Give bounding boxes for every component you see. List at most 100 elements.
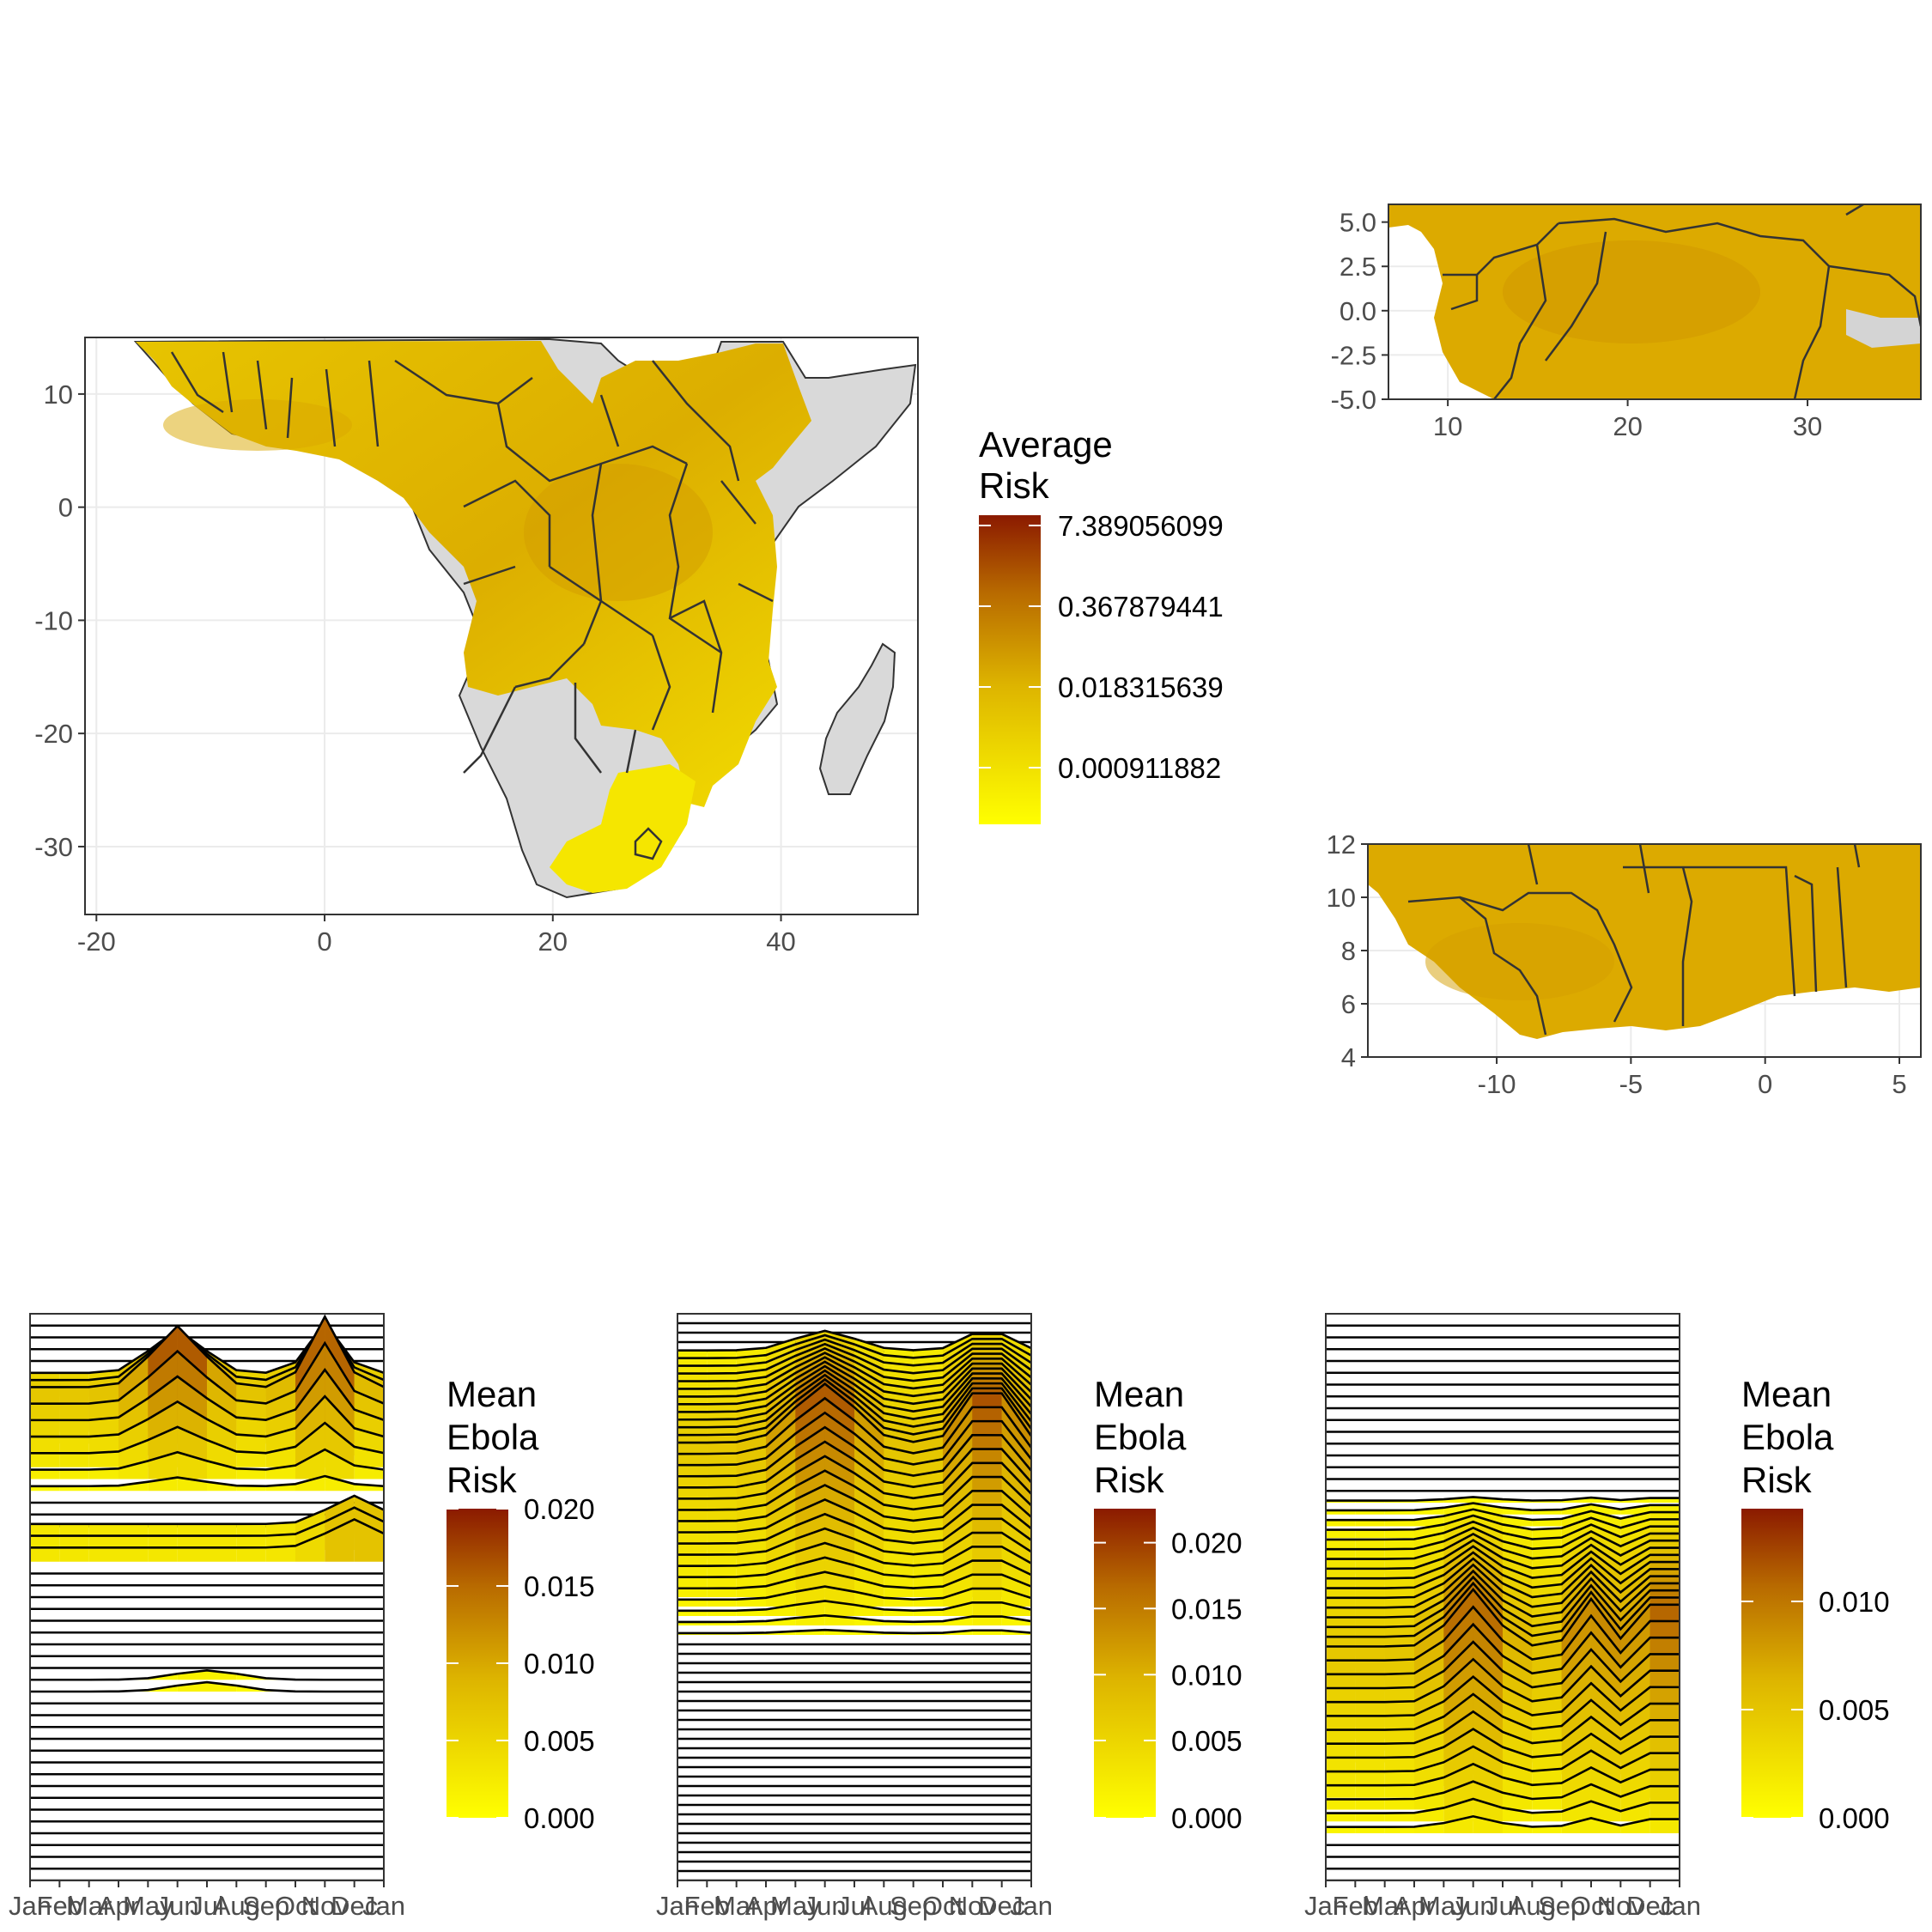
legend-tick-label: 0.367879441	[1058, 591, 1224, 623]
ridge-area-segment	[118, 1535, 149, 1550]
ridge-area-segment	[1355, 1799, 1385, 1810]
month-label: Jun	[1452, 1891, 1495, 1921]
month-label: May	[123, 1891, 173, 1921]
ridge-area-segment	[295, 1449, 325, 1479]
ridge-line	[1326, 1710, 1680, 1745]
legend-title-line-2: Risk	[979, 465, 1050, 506]
ridge-line	[677, 1440, 1031, 1489]
y-tick-label: -5.0	[1331, 385, 1376, 415]
west-africa-map-panel: -10 -5 0 5 12 10 8 6 4	[1327, 829, 1922, 1099]
ridge-area-segment	[736, 1574, 766, 1588]
country-borders	[170, 351, 774, 860]
legend-tick-label: 0.000911882	[1058, 752, 1221, 784]
ridge-area-segment	[1355, 1757, 1385, 1775]
month-label: Jun	[804, 1891, 847, 1921]
ridge-line	[677, 1628, 1031, 1635]
ridge-line	[1326, 1569, 1680, 1619]
legend-title-line: Mean	[1741, 1374, 1832, 1414]
ridge-area-segment	[1503, 1807, 1533, 1822]
month-label: Jul	[837, 1891, 872, 1921]
ridge-area-segment	[677, 1610, 708, 1616]
y-tick-label: 8	[1341, 936, 1356, 966]
ridge-line	[1326, 1551, 1680, 1589]
ridge-area-segment	[1326, 1813, 1356, 1822]
ridge-area-segment	[265, 1546, 295, 1562]
legend-tick-label: 0.000	[1819, 1802, 1890, 1834]
ridge-area-segment	[1384, 1539, 1414, 1550]
ridge-line	[30, 1518, 384, 1549]
x-tick-label: 0	[1758, 1069, 1772, 1099]
ridge-area-segment	[1384, 1799, 1414, 1810]
ridge-area-segment	[677, 1577, 708, 1588]
month-label: Mar	[714, 1891, 759, 1921]
legend-colorbar	[1741, 1509, 1803, 1818]
ridge-area-segment	[207, 1547, 237, 1562]
west-country-borders	[1407, 844, 1861, 1036]
y-tick-label: 4	[1341, 1042, 1356, 1072]
ridge-area-segment	[1414, 1792, 1444, 1810]
ridge-line	[1326, 1674, 1680, 1717]
ridge-area-segment	[88, 1434, 118, 1455]
ridge-line	[30, 1368, 384, 1422]
ridge-area-segment	[1326, 1757, 1356, 1775]
legend-tick-label: 0.005	[1819, 1694, 1890, 1726]
ridge-area-segment	[236, 1451, 266, 1467]
ridge-area-segment	[177, 1523, 207, 1539]
ridge-area-segment	[148, 1547, 178, 1562]
y-tick-label: 10	[1327, 883, 1356, 913]
ridge-line	[1326, 1780, 1680, 1801]
ridge-area-segment	[118, 1523, 149, 1539]
ridge-area-segment	[88, 1468, 118, 1479]
ridge-area-segment	[1355, 1771, 1385, 1786]
month-label: Jan	[1658, 1891, 1701, 1921]
ridge-line	[1326, 1557, 1680, 1600]
ridge-area-segment	[707, 1588, 737, 1597]
legend-tick-label: 0.000	[524, 1802, 595, 1834]
month-label: Feb	[1333, 1891, 1378, 1921]
madagascar	[818, 642, 896, 795]
month-label: Nov	[949, 1891, 997, 1921]
ridge-area-segment	[177, 1547, 207, 1562]
average-risk-legend: Average Risk 7.389056099 0.367879441 0.018…	[979, 424, 1224, 824]
ridge-area-segment	[30, 1485, 60, 1492]
x-tick-label: 20	[1613, 411, 1642, 441]
ridge-area-segment	[1649, 1802, 1680, 1822]
legend-title-line: Ebola	[1741, 1417, 1834, 1457]
ridge-line	[677, 1329, 1031, 1352]
ridge-area-segment	[707, 1610, 737, 1616]
ridge-line	[30, 1506, 384, 1537]
ridge-area-segment	[1561, 1801, 1591, 1822]
ridge-area-segment	[207, 1440, 237, 1467]
ridge-line	[1326, 1657, 1680, 1704]
ridge-area-segment	[295, 1533, 325, 1562]
ridge-area-segment	[1384, 1757, 1414, 1775]
ridge-area-segment	[118, 1461, 149, 1479]
ridge-line	[1326, 1622, 1680, 1676]
x-tick-label: 30	[1793, 411, 1822, 441]
legend-tick-label: 0.018315639	[1058, 671, 1224, 703]
legend-tick-label: 0.020	[1171, 1528, 1242, 1559]
ridge-area-segment	[707, 1599, 737, 1607]
ridge-area-segment	[1326, 1826, 1356, 1833]
ridge-line	[1326, 1762, 1680, 1787]
ridge-area-segment	[1503, 1516, 1533, 1527]
month-label: Dec	[1626, 1891, 1674, 1921]
ridge-area-segment	[1384, 1529, 1414, 1539]
central-hotspot	[1503, 240, 1760, 343]
month-label: Sep	[890, 1891, 937, 1921]
ridge-area-segment	[148, 1535, 178, 1550]
ridge-area-segment	[1503, 1792, 1533, 1810]
west-africa-hotspot	[163, 399, 352, 451]
ridge-area-segment	[30, 1453, 60, 1467]
legend-tick-label: 0.010	[1171, 1659, 1242, 1691]
ridge-area-segment	[1384, 1784, 1414, 1798]
ridge-area-segment	[1443, 1798, 1473, 1822]
y-tick-label: 12	[1327, 829, 1356, 860]
month-label: Nov	[301, 1891, 349, 1921]
ridge-area-segment	[677, 1565, 708, 1578]
ridge-area-segment	[118, 1481, 149, 1492]
ridge-area-segment	[1414, 1777, 1444, 1798]
ridge-area-segment	[736, 1586, 766, 1597]
ridge-area-segment	[1355, 1826, 1385, 1833]
